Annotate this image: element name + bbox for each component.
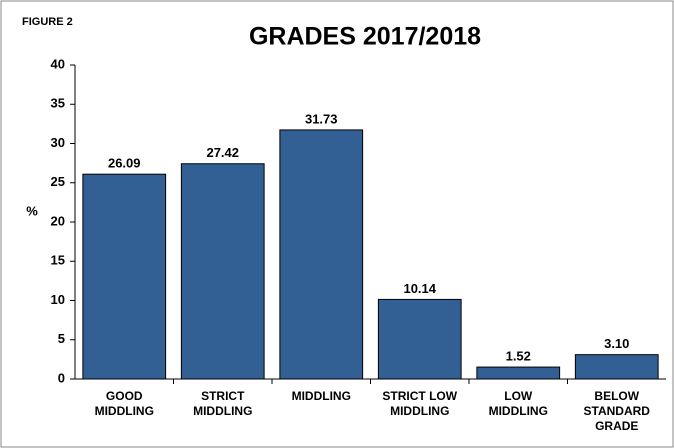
y-tick-label: 30 (51, 135, 65, 150)
figure-label: FIGURE 2 (22, 16, 73, 28)
x-tick-label: LOW MIDDLING (489, 389, 548, 418)
value-label: 26.09 (108, 156, 141, 171)
value-label: 27.42 (206, 145, 239, 160)
x-tick-label: GOOD MIDDLING (95, 389, 154, 418)
bar (82, 173, 167, 380)
bar (377, 298, 462, 380)
bar (574, 354, 659, 380)
chart-title: GRADES 2017/2018 (249, 23, 481, 51)
bar (279, 129, 364, 380)
y-tick-label: 35 (51, 96, 65, 111)
y-tick-label: 20 (51, 213, 65, 228)
y-tick-label: 0 (58, 370, 65, 385)
y-tick-label: 5 (58, 331, 65, 346)
x-tick-label: MIDDLING (292, 389, 351, 403)
y-tick-label: 40 (51, 56, 65, 71)
value-label: 3.10 (604, 336, 629, 351)
value-label: 31.73 (305, 111, 338, 126)
bar (476, 366, 561, 380)
y-tick-label: 10 (51, 292, 65, 307)
value-label: 1.52 (506, 349, 531, 364)
y-tick-label: 25 (51, 174, 65, 189)
x-tick-label: BELOW STANDARD GRADE (584, 389, 651, 433)
bar (180, 163, 265, 380)
x-tick-label: STRICT MIDDLING (193, 389, 252, 418)
y-tick-label: 15 (51, 253, 65, 268)
x-tick-label: STRICT LOW MIDDLING (382, 389, 457, 418)
value-label: 10.14 (403, 281, 436, 296)
y-axis-label: % (26, 203, 38, 218)
